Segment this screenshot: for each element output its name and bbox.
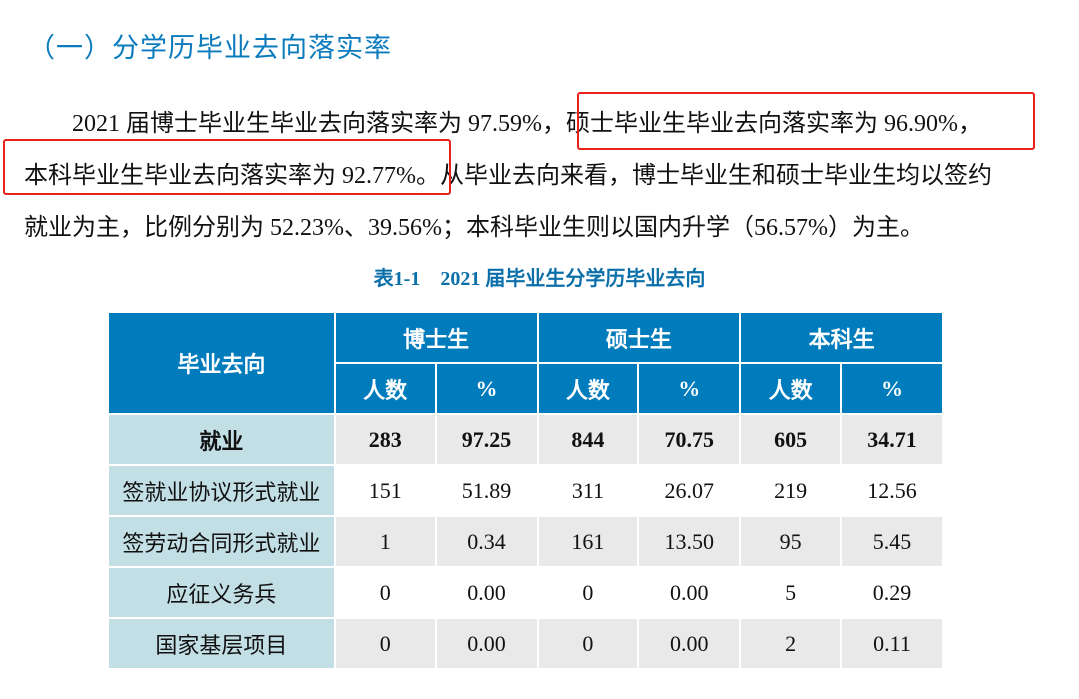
section-title: （一）分学历毕业去向落实率 (28, 33, 392, 64)
header-master: 硕士生 (536, 311, 742, 364)
subheader-count: 人数 (739, 362, 842, 415)
row-label: 应征义务兵 (107, 566, 336, 619)
cell-value: 0 (536, 566, 640, 619)
table-caption: 表1-1 2021 届毕业生分学历毕业去向 (373, 268, 706, 290)
row-label: 就业 (107, 413, 336, 466)
cell-value: 161 (536, 515, 640, 568)
cell-value: 12.56 (840, 464, 944, 517)
highlight-box-bachelor-rate (3, 139, 451, 195)
table-row: 国家基层项目 0 0.00 0 0.00 2 0.11 (107, 617, 944, 670)
cell-value: 844 (536, 413, 640, 466)
row-label: 签就业协议形式就业 (107, 464, 336, 517)
cell-value: 0.00 (434, 566, 539, 619)
master-rate-text: 硕士毕业生毕业去向落实率为 96.90%， (566, 111, 982, 137)
cell-value: 283 (333, 413, 437, 466)
cell-value: 0 (536, 617, 640, 670)
cell-value: 0.34 (434, 515, 539, 568)
table-row: 签就业协议形式就业 151 51.89 311 26.07 219 12.56 (107, 464, 944, 517)
cell-value: 5.45 (840, 515, 944, 568)
highlight-box-master-rate (577, 92, 1035, 150)
cell-value: 311 (536, 464, 640, 517)
summary-paragraph: 2021 届博士毕业生毕业去向落实率为 97.59%，硕士毕业生毕业去向落实率为… (24, 98, 1064, 254)
cell-value: 97.25 (434, 413, 539, 466)
subheader-count: 人数 (333, 362, 437, 415)
cell-value: 5 (739, 566, 842, 619)
cell-value: 0.11 (840, 617, 944, 670)
table-row: 签劳动合同形式就业 1 0.34 161 13.50 95 5.45 (107, 515, 944, 568)
subheader-count: 人数 (536, 362, 640, 415)
cell-value: 51.89 (434, 464, 539, 517)
cell-value: 70.75 (637, 413, 742, 466)
header-destination: 毕业去向 (107, 311, 336, 415)
paragraph-line-2: 本科毕业生毕业去向落实率为 92.77%。从毕业去向来看，博士毕业生和硕士毕业生… (24, 150, 1064, 202)
header-bachelor: 本科生 (739, 311, 944, 364)
cell-value: 95 (739, 515, 842, 568)
subheader-percent: % (840, 362, 944, 415)
row-label: 国家基层项目 (107, 617, 336, 670)
cell-value: 0.00 (434, 617, 539, 670)
table-row: 应征义务兵 0 0.00 0 0.00 5 0.29 (107, 566, 944, 619)
cell-value: 151 (333, 464, 437, 517)
cell-value: 0.29 (840, 566, 944, 619)
doctoral-rate-text: 2021 届博士毕业生毕业去向落实率为 97.59%， (72, 111, 566, 137)
cell-value: 1 (333, 515, 437, 568)
paragraph-line-1: 2021 届博士毕业生毕业去向落实率为 97.59%，硕士毕业生毕业去向落实率为… (24, 98, 1064, 150)
cell-value: 13.50 (637, 515, 742, 568)
cell-value: 219 (739, 464, 842, 517)
bachelor-rate-text: 本科毕业生毕业去向落实率为 92.77%。 (24, 163, 440, 189)
row-label: 签劳动合同形式就业 (107, 515, 336, 568)
cell-value: 26.07 (637, 464, 742, 517)
cell-value: 0.00 (637, 566, 742, 619)
cell-value: 0 (333, 566, 437, 619)
cell-value: 0 (333, 617, 437, 670)
paragraph-line-3: 就业为主，比例分别为 52.23%、39.56%；本科毕业生则以国内升学（56.… (24, 215, 924, 241)
subheader-percent: % (637, 362, 742, 415)
table-row-employment: 就业 283 97.25 844 70.75 605 34.71 (107, 413, 944, 466)
cell-value: 34.71 (840, 413, 944, 466)
destination-summary-text: 从毕业去向来看，博士毕业生和硕士毕业生均以签约 (440, 163, 992, 189)
cell-value: 0.00 (637, 617, 742, 670)
header-doctoral: 博士生 (333, 311, 539, 364)
cell-value: 2 (739, 617, 842, 670)
subheader-percent: % (434, 362, 539, 415)
destination-table: 毕业去向 博士生 硕士生 本科生 人数 % 人数 % 人数 % 就业 283 9… (107, 311, 944, 670)
cell-value: 605 (739, 413, 842, 466)
